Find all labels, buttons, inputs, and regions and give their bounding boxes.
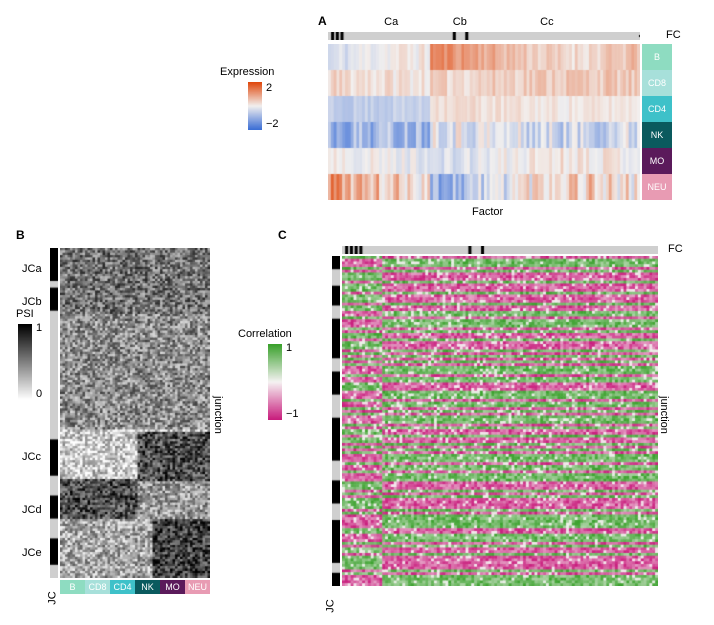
celltype-MO: MO — [160, 580, 185, 594]
panel-c-jc-label: JC — [325, 599, 337, 612]
correlation-colorbar — [268, 344, 282, 420]
figure: A Expression 2 −2 FC CaCbCc BCD8CD4NKMON… — [10, 10, 704, 615]
panel-a-heatmap — [328, 44, 640, 200]
panel-c-jc-bar — [332, 256, 340, 586]
panel-a-label: A — [318, 14, 327, 28]
celltype-NEU: NEU — [185, 580, 210, 594]
expression-tick-low: −2 — [266, 118, 279, 130]
celltype-NEU: NEU — [642, 174, 672, 200]
panel-c-label: C — [278, 228, 287, 242]
psi-colorbar — [18, 324, 32, 400]
panel-b-ylabel: junction — [212, 396, 224, 434]
expression-colorbar — [248, 82, 262, 130]
celltype-CD8: CD8 — [642, 70, 672, 96]
panel-c-ylabel: junction — [658, 396, 670, 434]
expression-tick-high: 2 — [266, 82, 272, 94]
panel-b-jc-bar — [50, 248, 58, 578]
panel-b-jc-label: JC — [47, 591, 59, 604]
celltype-MO: MO — [642, 148, 672, 174]
psi-tick-low: 0 — [36, 388, 42, 400]
psi-legend-title: PSI — [16, 308, 34, 320]
corr-tick-high: 1 — [286, 342, 292, 354]
panel-b-label: B — [16, 228, 25, 242]
psi-tick-high: 1 — [36, 322, 42, 334]
panel-a-fc-label: FC — [666, 29, 681, 41]
celltype-B: B — [60, 580, 85, 594]
celltype-B: B — [642, 44, 672, 70]
celltype-NK: NK — [135, 580, 160, 594]
panel-a-fc-bar — [328, 32, 640, 40]
panel-b-heatmap — [60, 248, 210, 578]
celltype-NK: NK — [642, 122, 672, 148]
panel-c-fc-label: FC — [668, 243, 683, 255]
celltype-CD4: CD4 — [110, 580, 135, 594]
celltype-CD8: CD8 — [85, 580, 110, 594]
corr-tick-low: −1 — [286, 408, 299, 420]
correlation-legend-title: Correlation — [238, 328, 292, 340]
expression-legend-title: Expression — [220, 66, 274, 78]
panel-c-heatmap — [342, 256, 658, 586]
celltype-CD4: CD4 — [642, 96, 672, 122]
panel-c-fc-bar — [342, 246, 658, 254]
panel-a-xlabel: Factor — [472, 206, 503, 218]
